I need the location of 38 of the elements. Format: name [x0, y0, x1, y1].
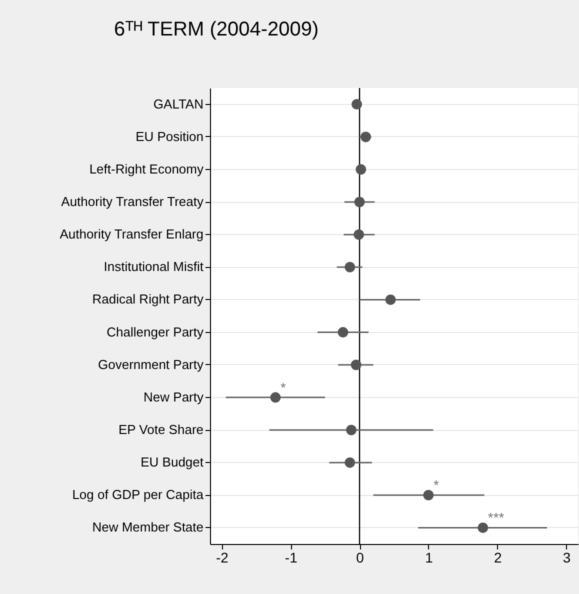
y-tick-label: Log of GDP per Capita	[72, 487, 204, 502]
chart-title: 6ᵀᴴ TERM (2004-2009)	[114, 18, 319, 40]
y-tick-label: Challenger Party	[106, 324, 204, 340]
y-tick-label: EP Vote Share	[118, 422, 204, 437]
annotation: ***	[488, 510, 505, 526]
y-tick-label: Authority Transfer Treaty	[61, 194, 204, 209]
point	[360, 132, 371, 142]
point	[270, 392, 281, 403]
x-tick-label: -1	[284, 550, 298, 566]
point	[385, 294, 396, 305]
y-tick-label: New Member State	[92, 520, 204, 535]
y-tick-label: EU Budget	[140, 454, 204, 470]
y-tick-label: EU Position	[136, 128, 204, 144]
y-tick-label: GALTAN	[153, 96, 204, 112]
x-tick-label: 3	[562, 550, 571, 566]
y-tick-label: Radical Right Party	[92, 292, 204, 307]
point	[344, 262, 356, 272]
x-tick-label: 2	[494, 550, 502, 566]
y-tick-label: Left-Right Economy	[89, 161, 204, 176]
point	[346, 424, 357, 436]
y-tick-label: New Party	[144, 389, 204, 404]
annotation: *	[433, 477, 440, 494]
point	[344, 457, 356, 468]
x-tick-label: -2	[216, 550, 229, 566]
x-tick-label: 0	[356, 550, 364, 566]
point	[354, 229, 364, 240]
point	[350, 360, 362, 370]
y-tick-label: Authority Transfer Enlarg	[60, 226, 204, 242]
y-tick-label: Government Party	[98, 356, 204, 372]
point	[356, 164, 366, 175]
point	[354, 196, 365, 208]
point	[338, 327, 348, 338]
x-tick-label: 1	[425, 550, 434, 566]
y-tick-label: Institutional Misfit	[104, 259, 204, 274]
annotation: *	[280, 379, 286, 396]
point	[423, 490, 434, 500]
point	[352, 99, 362, 110]
point	[478, 522, 488, 533]
